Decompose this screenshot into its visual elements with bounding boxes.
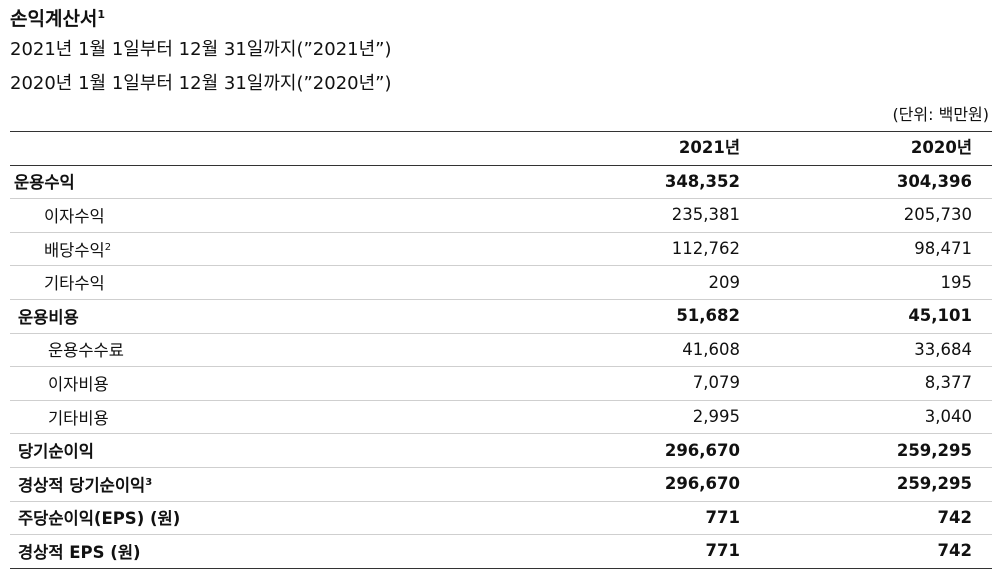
table-row: 기타수익 209 195 [10,265,992,300]
value-2020: 98,471 [760,232,992,267]
table-row: 운용수익 348,352 304,396 [10,165,992,200]
value-2020: 259,295 [760,433,992,468]
row-label: 주당순이익(EPS) (원) [10,501,530,536]
table-row: 기타비용 2,995 3,040 [10,400,992,435]
table-row: 경상적 당기순이익3 296,670 259,295 [10,467,992,502]
value-2020: 259,295 [760,467,992,502]
title-text: 손익계산서 [10,8,98,30]
table-row: 운용수수료 41,608 33,684 [10,333,992,368]
row-label: 경상적 EPS (원) [10,534,530,569]
value-2021: 41,608 [530,333,760,368]
period-2020: 2020년 1월 1일부터 12월 31일까지(”2020년”) [10,73,392,94]
row-label: 운용비용 [10,298,530,334]
value-2021: 235,381 [530,198,760,233]
row-label: 기타수익 [10,265,530,300]
value-2020: 8,377 [760,366,992,401]
value-2021: 209 [530,265,760,300]
value-2021: 296,670 [530,433,760,468]
statement-title: 손익계산서1 [10,2,105,32]
value-2020: 45,101 [760,298,992,334]
row-label: 배당수익2 [10,232,530,267]
value-2020: 3,040 [760,400,992,435]
row-label: 운용수수료 [10,333,530,368]
value-2020: 33,684 [760,333,992,368]
header-2020: 2020년 [760,131,992,166]
income-statement-table: 2021년 2020년 운용수익 348,352 304,396 이자수익 23… [10,131,992,569]
table-row: 주당순이익(EPS) (원) 771 742 [10,501,992,536]
row-label: 이자비용 [10,366,530,401]
value-2021: 296,670 [530,467,760,502]
row-label: 이자수익 [10,198,530,233]
table-row: 이자비용 7,079 8,377 [10,366,992,401]
value-2020: 742 [760,534,992,569]
value-2021: 348,352 [530,165,760,200]
header-label [10,131,530,166]
value-2021: 51,682 [530,298,760,334]
period-2021: 2021년 1월 1일부터 12월 31일까지(”2021년”) [10,39,392,60]
row-label: 경상적 당기순이익3 [10,467,530,502]
table-row: 당기순이익 296,670 259,295 [10,433,992,468]
row-label: 운용수익 [10,165,530,200]
value-2021: 112,762 [530,232,760,267]
value-2020: 742 [760,501,992,536]
table-header-row: 2021년 2020년 [10,131,992,166]
table-row: 배당수익2 112,762 98,471 [10,232,992,267]
table-row: 경상적 EPS (원) 771 742 [10,534,992,569]
table-row: 이자수익 235,381 205,730 [10,198,992,233]
value-2020: 195 [760,265,992,300]
value-2021: 2,995 [530,400,760,435]
table-row: 운용비용 51,682 45,101 [10,298,992,334]
row-label: 기타비용 [10,400,530,435]
title-footnote: 1 [97,8,106,21]
value-2021: 771 [530,501,760,536]
value-2021: 7,079 [530,366,760,401]
header-2021: 2021년 [530,131,760,166]
value-2020: 304,396 [760,165,992,200]
unit-label: (단위: 백만원) [892,105,989,124]
value-2020: 205,730 [760,198,992,233]
value-2021: 771 [530,534,760,569]
row-label: 당기순이익 [10,433,530,468]
